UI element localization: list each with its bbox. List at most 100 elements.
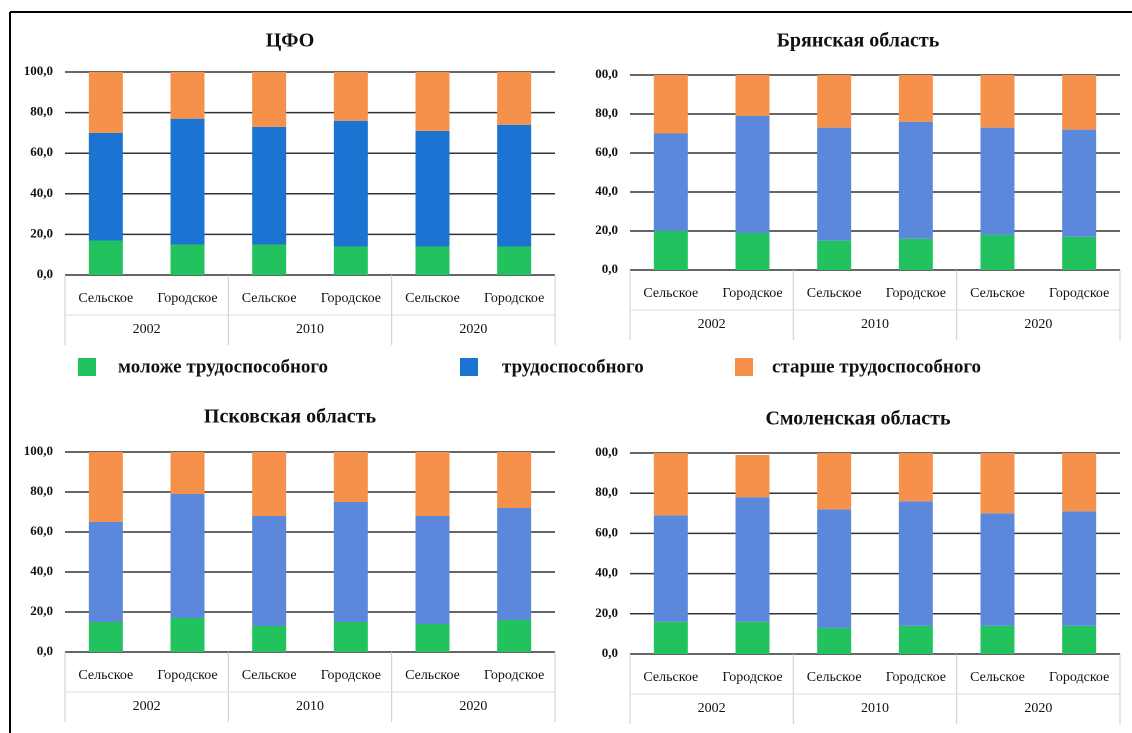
group-label: 2010 [296,322,324,337]
bar-segment [817,627,852,654]
group-label: 2010 [861,701,889,716]
bar-segment [735,621,770,654]
y-tick-label: 0,0 [37,643,53,658]
y-tick-label: 0,0 [37,266,53,281]
y-tick-label: 80,0 [595,105,618,120]
bar-segment [980,127,1015,235]
bar-segment [415,246,450,275]
bar-segment [653,231,688,270]
bar-segment [333,622,368,652]
group-label: 2002 [133,322,161,337]
legend-label: моложе трудоспособного [118,356,328,377]
bar-segment [980,513,1015,626]
group-label: 2002 [698,701,726,716]
y-tick-label: 60,0 [595,144,618,159]
bar-segment [817,509,852,628]
x-tick-label: Сельское [970,286,1025,301]
bar-segment [1062,511,1097,626]
x-tick-label: Сельское [807,286,862,301]
legend-swatch [460,358,478,376]
chart-title: Смоленская область [765,408,951,430]
bar-segment [88,72,123,133]
bar-segment [252,244,287,275]
bar-segment [898,238,933,270]
x-tick-label: Сельское [242,668,297,683]
bar-segment [817,75,852,128]
y-tick-label: 100,0 [24,63,53,78]
bar-segment [170,494,205,618]
bar-segment [817,127,852,241]
y-tick-label: 40,0 [30,563,53,578]
bar-segment [980,234,1015,270]
legend-swatch [78,358,96,376]
group-label: 2010 [861,317,889,332]
bar-segment [735,455,770,498]
bar-segment [88,452,123,522]
x-tick-label: Городское [1049,670,1109,685]
legend-swatch [735,358,753,376]
bar-segment [252,452,287,516]
x-tick-label: Сельское [242,291,297,306]
bar-segment [980,453,1015,514]
y-tick-label: 40,0 [30,185,53,200]
bar-segment [653,621,688,654]
bar-segment [980,75,1015,128]
x-tick-label: Сельское [970,670,1025,685]
bar-segment [497,72,532,125]
bar-segment [333,72,368,121]
bar-segment [497,246,532,275]
bar-segment [497,620,532,652]
bar-segment [88,132,123,241]
y-tick-label: 00,0 [595,444,618,459]
bar-segment [252,126,287,245]
bar-segment [170,244,205,275]
x-tick-label: Сельское [807,670,862,685]
bar-segment [817,453,852,510]
bar-segment [170,72,205,119]
bar-segment [170,618,205,652]
group-label: 2002 [133,699,161,714]
x-tick-label: Сельское [643,286,698,301]
x-tick-label: Сельское [78,668,133,683]
bar-segment [1062,453,1097,512]
bar-segment [415,452,450,516]
chart-title: Псковская область [204,406,377,428]
bar-segment [88,522,123,622]
bar-segment [415,624,450,652]
bar-segment [653,75,688,134]
x-tick-label: Сельское [78,291,133,306]
bar-segment [735,497,770,622]
bar-segment [1062,236,1097,270]
y-tick-label: 20,0 [30,603,53,618]
y-tick-label: 00,0 [595,66,618,81]
x-tick-label: Городское [484,668,544,683]
x-tick-label: Городское [1049,286,1109,301]
bar-segment [170,452,205,494]
group-label: 2010 [296,699,324,714]
bar-segment [252,626,287,652]
x-tick-label: Городское [484,291,544,306]
x-tick-label: Городское [157,668,217,683]
bar-segment [1062,75,1097,130]
group-label: 2020 [1024,317,1052,332]
y-tick-label: 100,0 [24,443,53,458]
bar-segment [415,72,450,131]
legend-label: старше трудоспособного [772,356,981,377]
y-tick-label: 80,0 [595,484,618,499]
bar-segment [735,75,770,116]
group-label: 2002 [698,317,726,332]
bar-segment [170,118,205,245]
x-tick-label: Городское [886,670,946,685]
bar-segment [497,452,532,508]
y-tick-label: 80,0 [30,483,53,498]
bar-segment [653,133,688,231]
bar-segment [88,622,123,652]
x-tick-label: Городское [321,668,381,683]
chart-title: Брянская область [777,30,940,52]
bar-segment [653,453,688,516]
bar-segment [735,115,770,233]
group-label: 2020 [1024,701,1052,716]
y-tick-label: 20,0 [30,225,53,240]
bar-segment [497,508,532,620]
